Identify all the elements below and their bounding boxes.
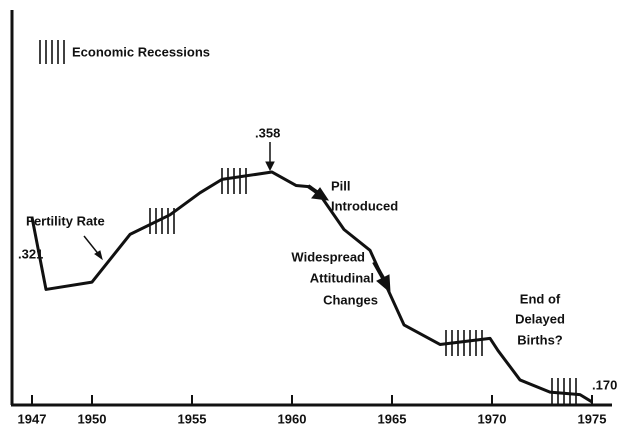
- annotation: Attitudinal: [310, 270, 374, 285]
- annotation: Widespread: [291, 249, 365, 264]
- annotation: End of: [520, 291, 561, 306]
- x-tick-label: 1970: [478, 411, 507, 426]
- annotation: Introduced: [331, 198, 398, 213]
- annotation: Delayed: [515, 311, 565, 326]
- x-tick-label: 1950: [78, 411, 107, 426]
- x-tick-label: 1947: [18, 411, 47, 426]
- x-tick-label: 1975: [578, 411, 607, 426]
- annotation: Fertility Rate: [26, 213, 105, 228]
- x-tick-label: 1965: [378, 411, 407, 426]
- x-tick-label: 1955: [178, 411, 207, 426]
- annotation: .358: [255, 125, 280, 140]
- annotation: Pill: [331, 178, 351, 193]
- annotation: Changes: [323, 292, 378, 307]
- annotation: .170: [592, 377, 617, 392]
- x-tick-label: 1960: [278, 411, 307, 426]
- legend-symbol: [39, 40, 65, 64]
- legend-label: Economic Recessions: [72, 44, 210, 59]
- fertility-line: [30, 170, 593, 404]
- annotation: Births?: [517, 332, 563, 347]
